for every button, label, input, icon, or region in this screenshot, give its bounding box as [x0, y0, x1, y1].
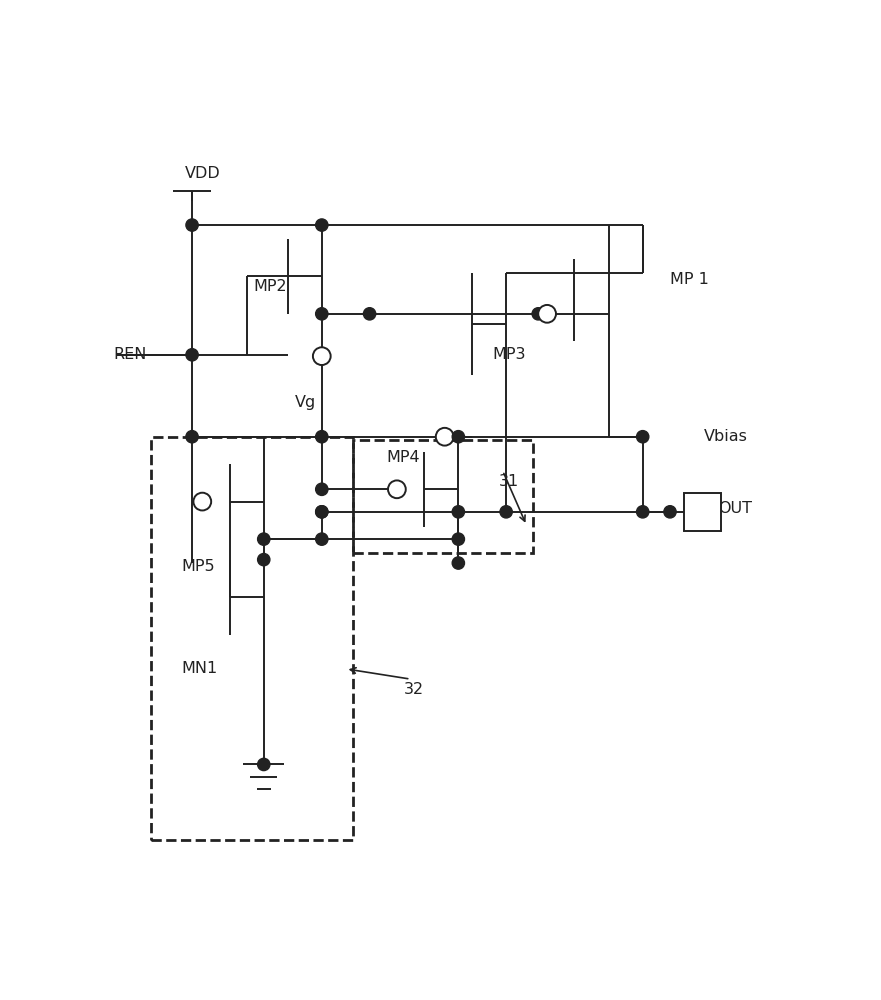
Text: Vbias: Vbias: [704, 429, 748, 444]
Circle shape: [452, 533, 464, 545]
Text: VDD: VDD: [184, 166, 220, 181]
Text: OUT: OUT: [718, 501, 751, 516]
Bar: [152, 437, 352, 840]
Text: MP3: MP3: [492, 347, 526, 362]
Circle shape: [257, 533, 270, 545]
Circle shape: [637, 506, 648, 518]
Circle shape: [186, 431, 198, 443]
Circle shape: [315, 308, 328, 320]
Circle shape: [315, 533, 328, 545]
Text: MP5: MP5: [181, 559, 216, 574]
Text: MP2: MP2: [254, 279, 287, 294]
Circle shape: [452, 431, 464, 443]
Text: MP 1: MP 1: [670, 272, 709, 287]
Circle shape: [315, 483, 328, 495]
Circle shape: [194, 493, 211, 510]
Circle shape: [315, 431, 328, 443]
Circle shape: [436, 428, 454, 446]
Text: MN1: MN1: [181, 661, 218, 676]
Circle shape: [186, 219, 198, 231]
Circle shape: [315, 506, 328, 518]
Text: MP4: MP4: [387, 450, 420, 465]
Text: 31: 31: [500, 474, 520, 489]
Circle shape: [315, 219, 328, 231]
Text: REN: REN: [114, 347, 147, 362]
Circle shape: [313, 347, 330, 365]
Circle shape: [664, 506, 676, 518]
Text: 32: 32: [403, 682, 424, 697]
Circle shape: [637, 431, 648, 443]
Circle shape: [315, 506, 328, 518]
Circle shape: [532, 308, 544, 320]
Circle shape: [364, 308, 375, 320]
Circle shape: [452, 506, 464, 518]
Circle shape: [257, 758, 270, 771]
Circle shape: [186, 349, 198, 361]
Circle shape: [538, 305, 556, 323]
Circle shape: [500, 506, 512, 518]
Circle shape: [257, 553, 270, 566]
Bar: [684, 493, 722, 531]
Bar: [352, 440, 534, 553]
Text: Vg: Vg: [294, 395, 315, 410]
Circle shape: [452, 557, 464, 569]
Circle shape: [388, 480, 406, 498]
